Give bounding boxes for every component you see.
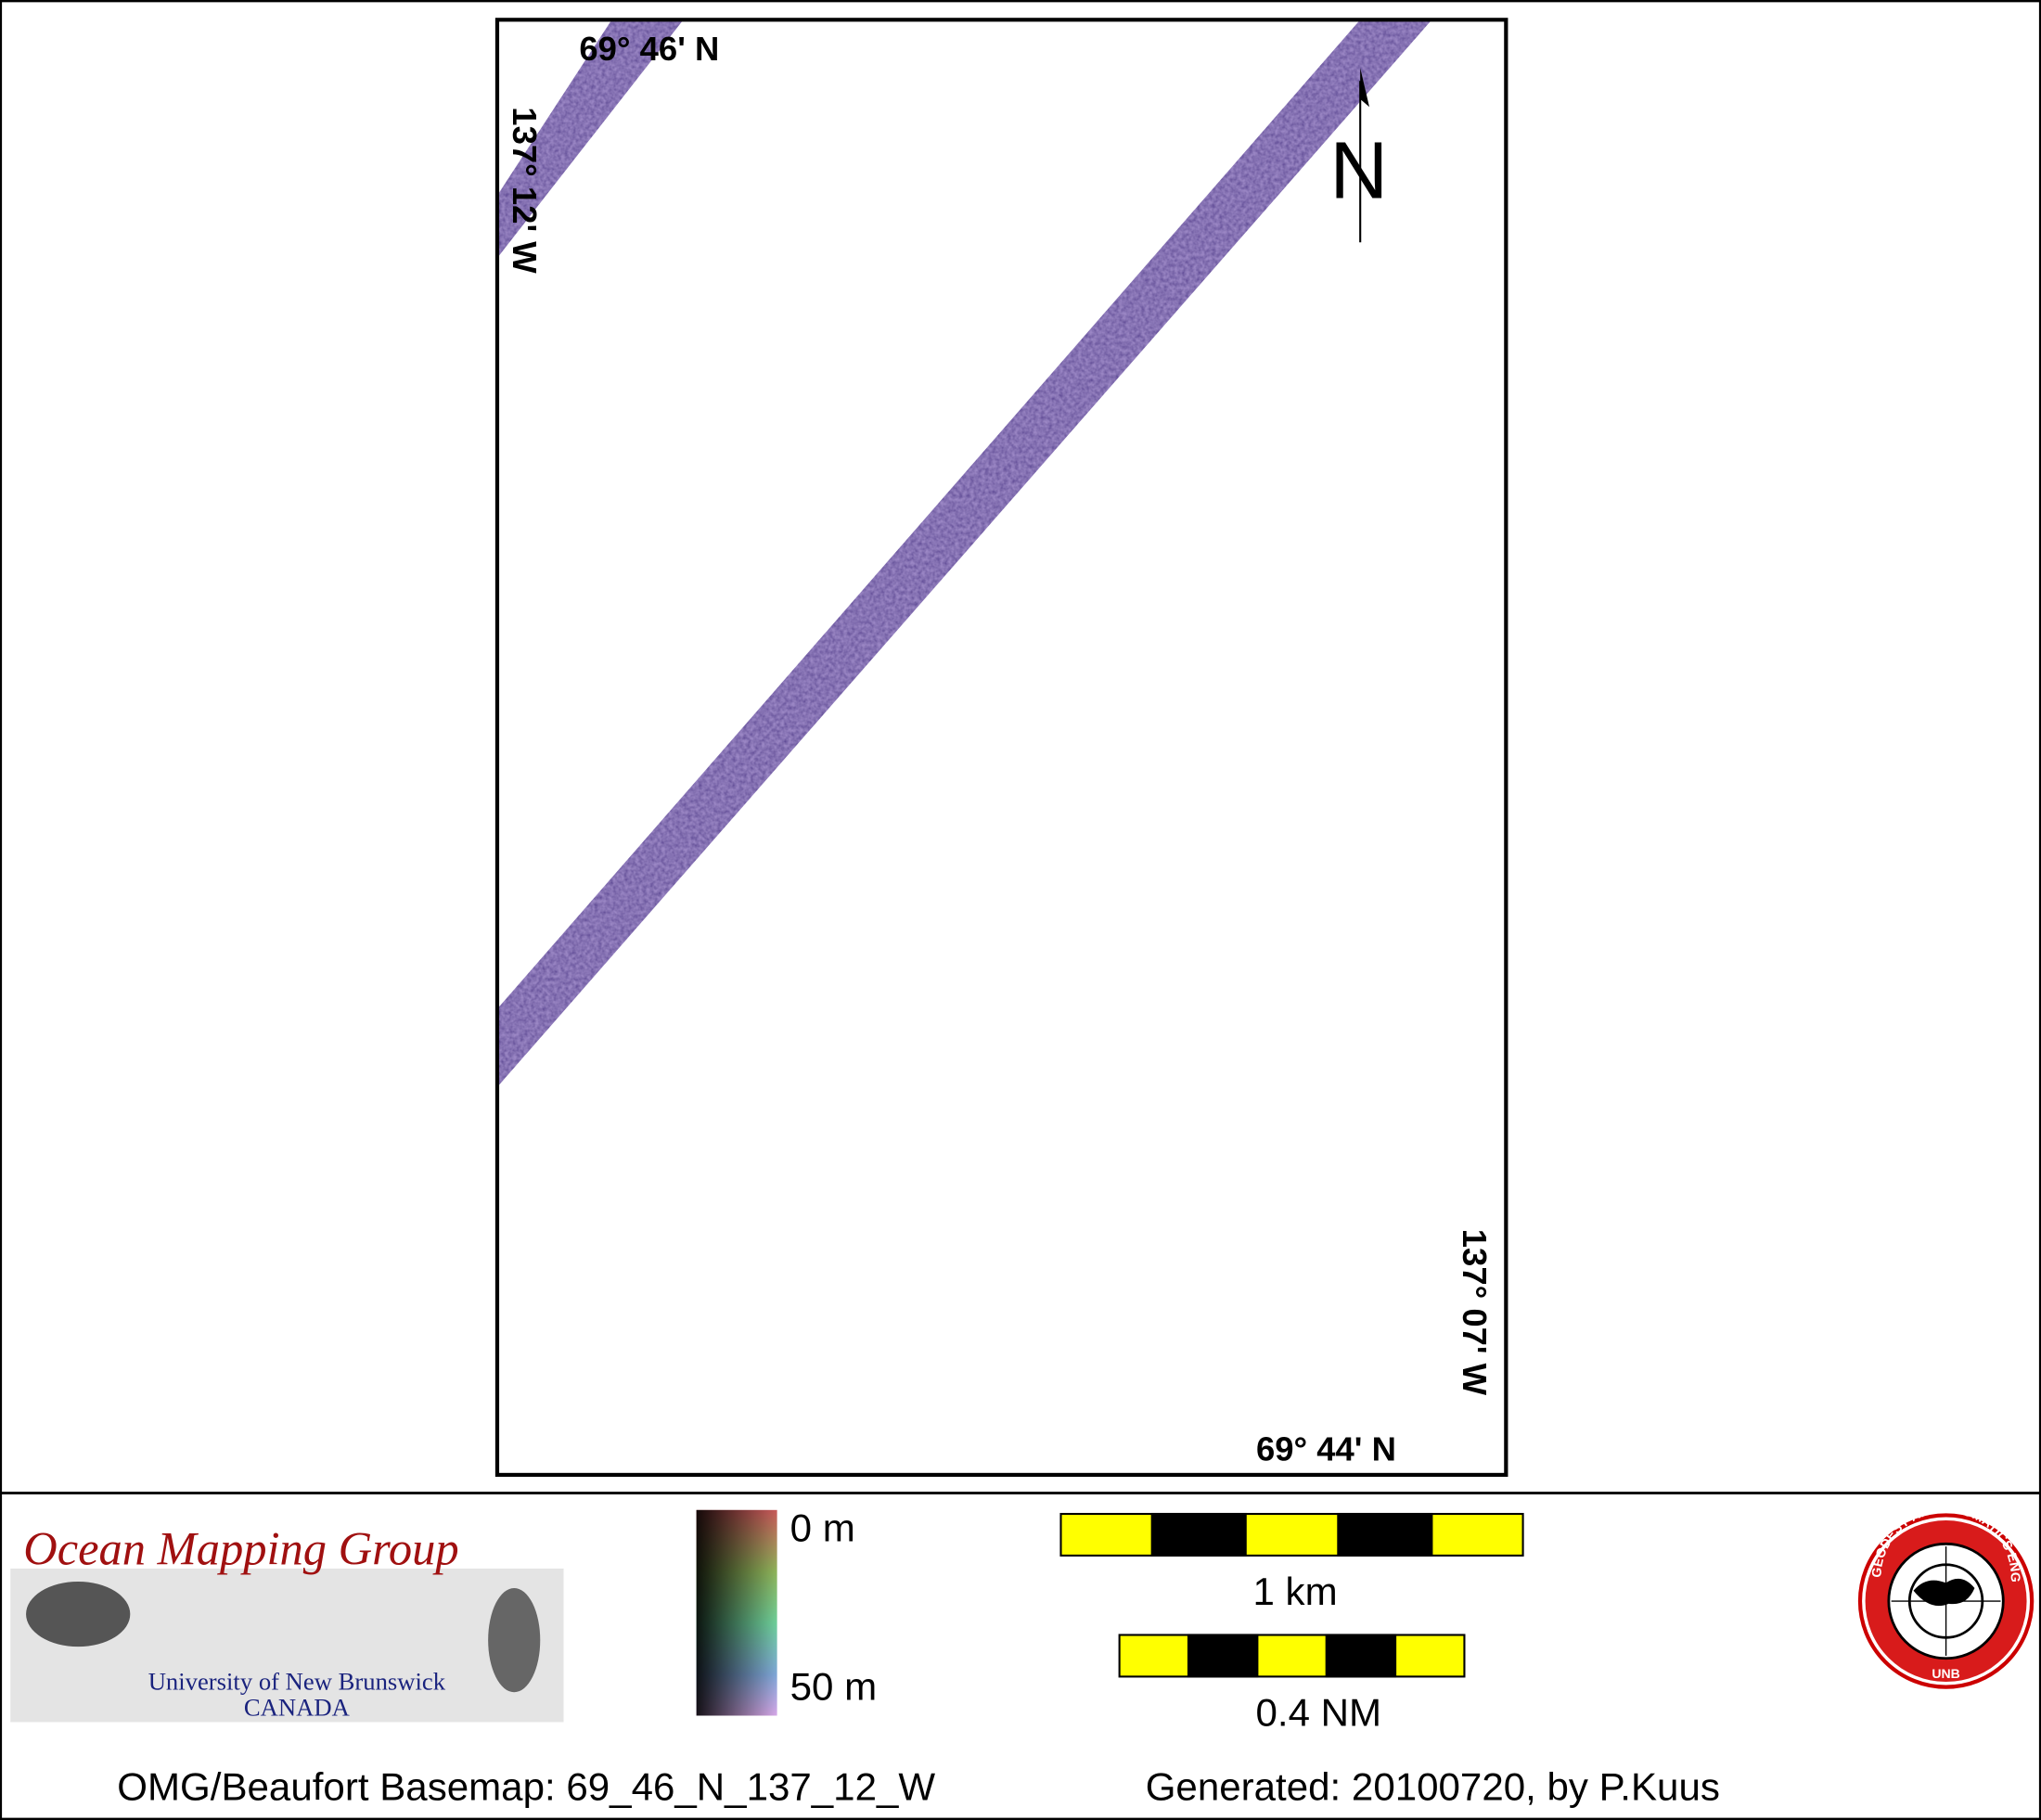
- survey-swath: [496, 19, 684, 259]
- lat-label: 69° 44' N: [1256, 1429, 1396, 1468]
- lon-label: 137° 07' W: [1456, 1229, 1494, 1396]
- omg-logo: Ocean Mapping Group University of New Br…: [10, 1523, 564, 1723]
- map-frame: [494, 18, 1508, 1478]
- university: University of New Brunswick: [148, 1667, 446, 1695]
- depth-label: 50 m: [790, 1665, 878, 1709]
- org-name: Ocean Mapping Group: [23, 1523, 458, 1575]
- footer-basemap: OMG/Beaufort Basemap: 69_46_N_137_12_W: [117, 1765, 935, 1809]
- lon-label: 137° 12' W: [506, 107, 544, 274]
- depth-label: 0 m: [790, 1506, 855, 1549]
- scale-label: 1 km: [1252, 1570, 1337, 1613]
- north-label: N: [1329, 126, 1388, 216]
- lat-label: 69° 46' N: [579, 30, 719, 68]
- scale-bars: [1059, 1512, 1524, 1678]
- north-arrow: N: [1329, 68, 1388, 243]
- depth-colorbar: 0 m 50 m: [696, 1506, 878, 1716]
- seal-abbr: UNB: [1932, 1666, 1959, 1681]
- country: CANADA: [244, 1693, 351, 1721]
- footer-generated: Generated: 20100720, by P.Kuus: [1146, 1765, 1720, 1809]
- scale-label: 0.4 NM: [1255, 1691, 1381, 1735]
